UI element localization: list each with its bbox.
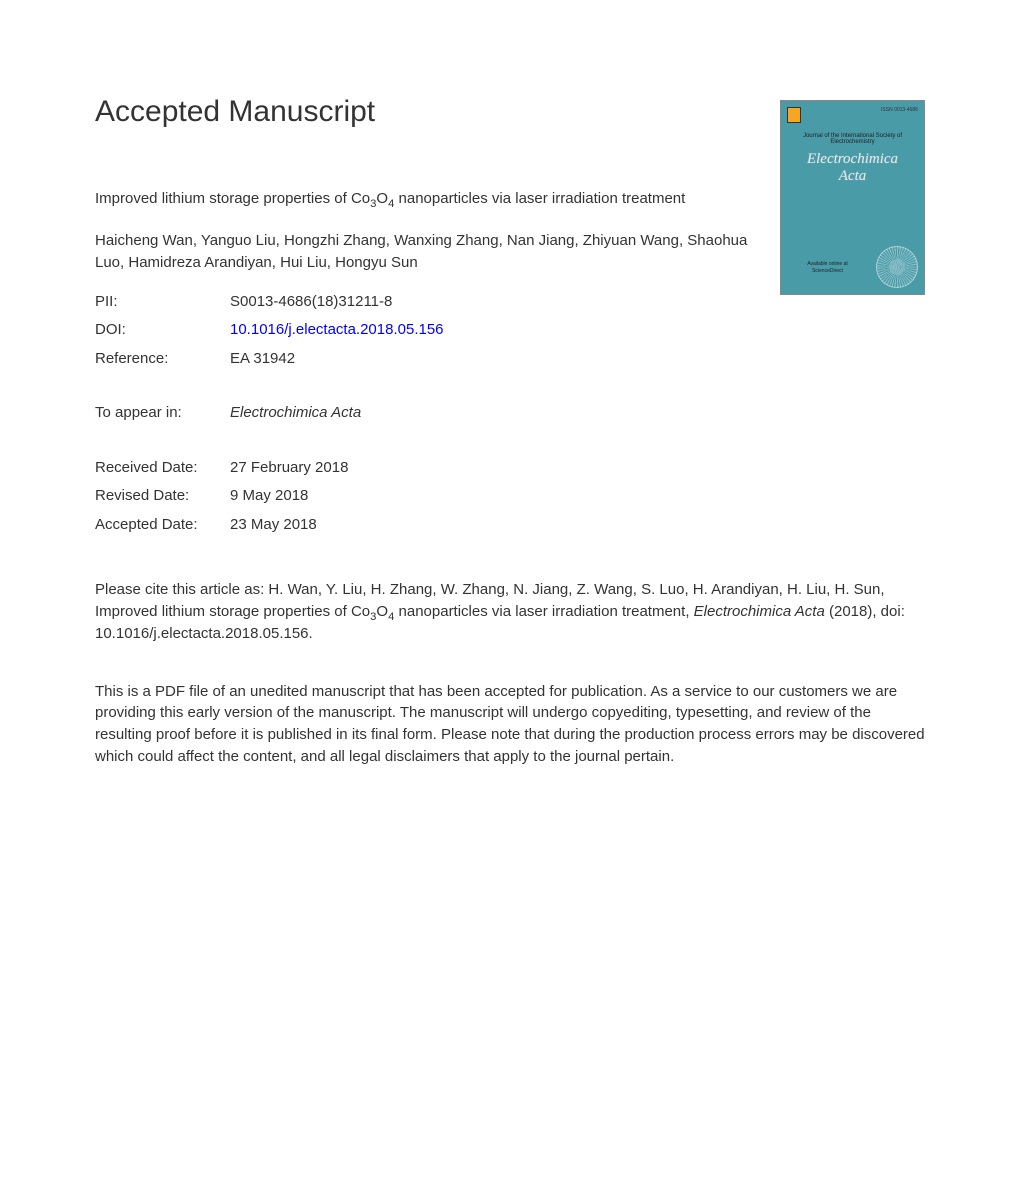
cover-journal-title: Electrochimica Acta [781, 151, 924, 186]
article-title: Improved lithium storage properties of C… [95, 187, 765, 210]
meta-row-revised: Revised Date: 9 May 2018 [95, 482, 925, 511]
journal-label: To appear in: [95, 399, 230, 428]
journal-cover-thumbnail: ISSN 0013-4686 Journal of the Internatio… [780, 100, 925, 295]
doi-value: 10.1016/j.electacta.2018.05.156 [230, 316, 925, 345]
accepted-label: Accepted Date: [95, 511, 230, 540]
cover-journal-line2: Acta [839, 168, 867, 184]
meta-row-doi: DOI: 10.1016/j.electacta.2018.05.156 [95, 316, 925, 345]
spacer [95, 428, 925, 454]
disclaimer-text: This is a PDF file of an unedited manusc… [95, 681, 925, 768]
cover-journal-line1: Electrochimica [807, 151, 898, 167]
author-list: Haicheng Wan, Yanguo Liu, Hongzhi Zhang,… [95, 230, 765, 274]
doi-link[interactable]: 10.1016/j.electacta.2018.05.156 [230, 321, 444, 338]
cover-footer: Available online at ScienceDirect [781, 261, 874, 274]
cover-issn: ISSN 0013-4686 [881, 107, 918, 113]
received-value: 27 February 2018 [230, 454, 925, 483]
pii-label: PII: [95, 288, 230, 317]
doi-label: DOI: [95, 316, 230, 345]
revised-label: Revised Date: [95, 482, 230, 511]
cover-top-strip: ISSN 0013-4686 [787, 107, 918, 125]
citation-block: Please cite this article as: H. Wan, Y. … [95, 579, 925, 644]
revised-value: 9 May 2018 [230, 482, 925, 511]
meta-row-received: Received Date: 27 February 2018 [95, 454, 925, 483]
reference-value: EA 31942 [230, 345, 925, 374]
title-part-post: nanoparticles via laser irradiation trea… [394, 190, 685, 207]
citation-journal: Electrochimica Acta [694, 603, 825, 620]
accepted-value: 23 May 2018 [230, 511, 925, 540]
title-part-mid: O [376, 190, 388, 207]
received-label: Received Date: [95, 454, 230, 483]
reference-label: Reference: [95, 345, 230, 374]
cover-publisher-band: Journal of the International Society of … [789, 133, 916, 145]
cover-seal-icon [876, 246, 918, 288]
spacer [95, 373, 925, 399]
title-part-pre: Improved lithium storage properties of C… [95, 190, 370, 207]
publisher-logo-icon [787, 107, 801, 123]
page-container: ISSN 0013-4686 Journal of the Internatio… [0, 0, 1020, 828]
meta-row-journal: To appear in: Electrochimica Acta [95, 399, 925, 428]
journal-value: Electrochimica Acta [230, 399, 925, 428]
meta-row-accepted: Accepted Date: 23 May 2018 [95, 511, 925, 540]
meta-row-reference: Reference: EA 31942 [95, 345, 925, 374]
citation-mid: O [376, 603, 388, 620]
citation-after-formula: nanoparticles via laser irradiation trea… [394, 603, 693, 620]
